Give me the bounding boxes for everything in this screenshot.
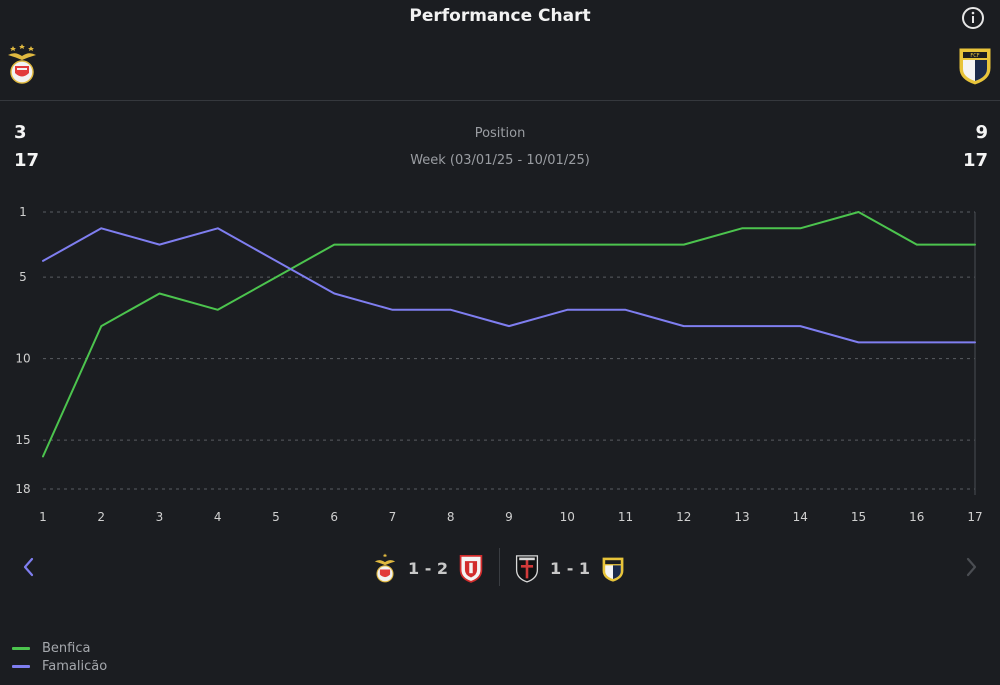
- header-divider: [0, 100, 1000, 101]
- x-tick-label: 10: [560, 510, 575, 524]
- x-tick-label: 9: [505, 510, 513, 524]
- y-tick-label: 10: [15, 352, 30, 366]
- match-separator: [499, 548, 500, 586]
- svg-text:FCF: FCF: [970, 53, 979, 59]
- x-tick-label: 17: [967, 510, 982, 524]
- position-label: Position: [474, 126, 526, 141]
- benfica-crest-icon: [374, 553, 396, 583]
- page-title: Performance Chart: [409, 6, 591, 26]
- x-tick-label: 5: [272, 510, 280, 524]
- legend-label-famalicao: Famalicão: [42, 659, 108, 674]
- match-left[interactable]: 1 - 2: [372, 549, 484, 587]
- x-tick-label: 16: [909, 510, 924, 524]
- x-tick-label: 2: [97, 510, 105, 524]
- series-line-0: [42, 211, 976, 458]
- chevron-left-icon[interactable]: [16, 554, 42, 580]
- away-stat-top: 9: [975, 122, 988, 143]
- x-tick-label: 4: [214, 510, 222, 524]
- x-tick-label: 7: [389, 510, 397, 524]
- x-tick-label: 1: [39, 510, 47, 524]
- series-line-1: [42, 227, 976, 344]
- legend-label-benfica: Benfica: [42, 641, 91, 656]
- legend-swatch-famalicao: [12, 665, 30, 668]
- y-tick-label: 15: [15, 433, 30, 447]
- info-icon[interactable]: [961, 6, 985, 30]
- y-tick-label: 5: [19, 270, 27, 284]
- match-right[interactable]: 1 - 1: [514, 549, 626, 587]
- x-tick-label: 14: [793, 510, 808, 524]
- week-label: Week (03/01/25 - 10/01/25): [410, 153, 590, 168]
- y-tick-label: 1: [19, 205, 27, 219]
- legend-swatch-benfica: [12, 647, 30, 650]
- famalicao-crest-icon: [602, 557, 624, 582]
- casa-pia-crest-icon: [515, 555, 539, 583]
- away-stat-bottom: 17: [962, 150, 988, 171]
- x-tick-label: 11: [618, 510, 633, 524]
- match-left-score: 1 - 2: [408, 558, 449, 578]
- legend-item-famalicao: Famalicão: [12, 659, 107, 674]
- x-tick-label: 13: [734, 510, 749, 524]
- home-stat-top: 3: [14, 122, 27, 143]
- x-tick-label: 15: [851, 510, 866, 524]
- x-tick-label: 12: [676, 510, 691, 524]
- famalicao-crest-icon: FCF: [958, 47, 992, 86]
- legend-item-benfica: Benfica: [12, 641, 90, 656]
- chevron-right-icon[interactable]: [958, 554, 984, 580]
- home-stat-bottom: 17: [14, 150, 40, 171]
- benfica-crest-icon: [8, 44, 36, 84]
- y-tick-label: 18: [15, 482, 30, 496]
- x-tick-label: 8: [447, 510, 455, 524]
- braga-crest-icon: [459, 555, 483, 583]
- x-tick-label: 3: [156, 510, 164, 524]
- x-tick-label: 6: [330, 510, 338, 524]
- match-right-score: 1 - 1: [550, 558, 591, 578]
